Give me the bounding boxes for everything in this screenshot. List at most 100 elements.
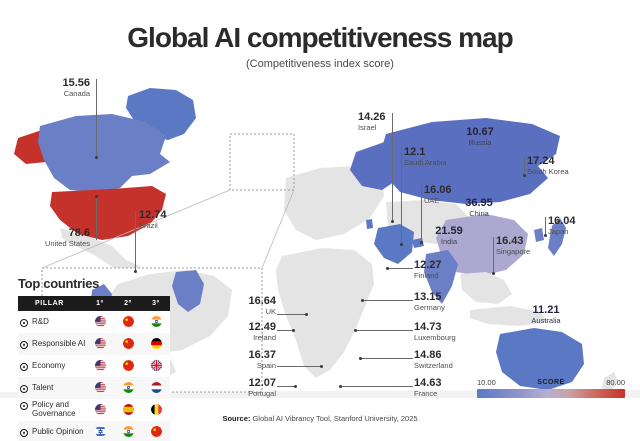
label-france: 14.63 France — [414, 377, 462, 397]
pillar-label: Talent — [32, 382, 54, 392]
source-text: Global AI Vibrancy Tool, Stanford Univer… — [252, 414, 418, 423]
label-uae: 16.06 UAE — [424, 184, 464, 204]
region-north-asia-fill — [350, 140, 404, 190]
anchor-singapore — [492, 272, 495, 275]
label-japan-value: 16.04 — [548, 215, 576, 227]
flag-icon — [122, 382, 134, 394]
country-finland — [172, 270, 204, 312]
page-subtitle: (Competitiveness index score) — [246, 58, 394, 70]
leader-ireland — [277, 330, 293, 331]
leader-finland — [387, 268, 413, 269]
anchor-switzerland — [359, 357, 362, 360]
column-third: 3º — [142, 296, 170, 311]
continent-europe — [284, 166, 384, 240]
label-singapore-value: 16.43 — [496, 235, 524, 247]
label-united-states-name: United States — [44, 238, 90, 248]
flag-icon — [94, 360, 106, 372]
label-australia: 11.21 Australia — [520, 304, 572, 324]
flag-icon — [150, 338, 162, 350]
top-countries-title: Top countries — [18, 276, 100, 291]
table-row: Economy — [18, 355, 170, 377]
leader-germany — [362, 300, 413, 301]
label-luxembourg-value: 14.73 — [414, 321, 442, 333]
source-prefix: Source: — [222, 414, 251, 423]
pillar-cell: Responsible AI — [18, 333, 86, 355]
leader-brazil — [135, 211, 136, 271]
region-southeast-asia — [460, 272, 512, 304]
label-india-name: India — [440, 236, 458, 246]
anchor-brazil — [134, 270, 137, 273]
flag-icon — [94, 426, 106, 438]
column-second: 2º — [114, 296, 142, 311]
flag-icon — [150, 382, 162, 394]
label-china-value: 36.95 — [465, 197, 493, 209]
leader-united-states — [96, 196, 97, 240]
table-row: Public Opinion — [18, 421, 170, 441]
anchor-canada — [95, 156, 98, 159]
pillar-cell: Policy and Governance — [18, 399, 86, 421]
leader-spain — [277, 366, 321, 367]
label-india-value: 21.59 — [435, 225, 463, 237]
leader-switzerland — [360, 358, 413, 359]
label-portugal: 12.07 Portugal — [228, 377, 276, 397]
label-russia-name: Russia — [468, 137, 492, 147]
label-finland: 12.27 Finland — [414, 259, 462, 279]
label-spain-name: Spain — [256, 360, 276, 370]
anchor-luxembourg — [354, 329, 357, 332]
flag-cell-first — [86, 421, 114, 441]
label-japan-name: Japan — [548, 226, 569, 236]
pillar-label: Policy and Governance — [32, 400, 76, 418]
label-spain: 16.37 Spain — [228, 349, 276, 370]
country-china — [436, 214, 528, 276]
label-uk-value: 16.64 — [248, 295, 276, 307]
flag-cell-second — [114, 311, 142, 333]
country-south-korea — [534, 228, 544, 242]
legend-title: SCORE — [537, 379, 565, 386]
rnd-icon — [20, 318, 28, 327]
country-new-zealand — [602, 372, 618, 392]
public-opinion-icon — [20, 428, 28, 437]
legend-min: 10.00 — [477, 378, 496, 387]
label-saudi-arabia: 12.1 Saudi Arabia — [404, 146, 448, 167]
label-switzerland-value: 14.86 — [414, 349, 442, 361]
label-canada-value: 15.56 — [62, 77, 90, 89]
label-saudi-arabia-name: Saudi Arabia — [404, 157, 447, 167]
flag-cell-third — [142, 421, 170, 441]
label-ireland-value: 12.49 — [248, 321, 276, 333]
score-legend: 10.00 SCORE 80.00 — [477, 378, 625, 398]
country-israel — [366, 219, 373, 229]
flag-cell-third — [142, 355, 170, 377]
responsible-ai-icon — [20, 340, 28, 349]
flag-cell-second — [114, 377, 142, 399]
country-mexico — [60, 228, 140, 274]
flag-cell-third — [142, 333, 170, 355]
label-germany: 13.15 Germany — [414, 291, 464, 311]
flag-icon — [150, 316, 162, 328]
label-russia-value: 10.67 — [466, 126, 494, 138]
pillar-label: Economy — [32, 360, 66, 370]
label-india: 21.59 India — [428, 225, 470, 246]
leader-japan — [545, 217, 546, 235]
label-france-value: 14.63 — [414, 377, 442, 389]
flag-cell-second — [114, 333, 142, 355]
label-ireland-name: Ireland — [253, 332, 276, 342]
anchor-south-korea — [523, 174, 526, 177]
label-canada: 15.56 Canada — [44, 77, 90, 97]
table-row: Responsible AI — [18, 333, 170, 355]
anchor-spain — [320, 365, 323, 368]
flag-icon — [94, 404, 106, 416]
europe-inset — [41, 267, 263, 393]
label-portugal-value: 12.07 — [248, 377, 276, 389]
anchor-uae — [420, 241, 423, 244]
europe-zoom-indicator — [229, 133, 295, 191]
country-japan — [548, 218, 566, 256]
country-india — [424, 250, 458, 304]
country-germany — [132, 306, 164, 338]
label-united-states-value: 78.6 — [68, 227, 90, 239]
anchor-israel — [391, 220, 394, 223]
flag-icon — [122, 404, 134, 416]
flag-icon — [122, 360, 134, 372]
table-row: Policy and Governance — [18, 399, 170, 421]
label-china: 36.95 China — [455, 197, 503, 217]
